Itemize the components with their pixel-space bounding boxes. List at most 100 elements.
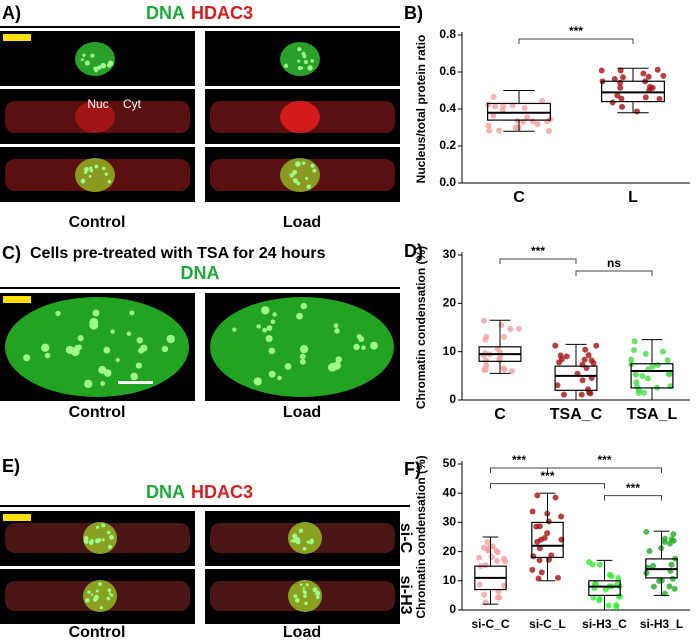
chromocenter bbox=[253, 377, 262, 386]
chromocenter bbox=[100, 381, 106, 386]
point-texture bbox=[500, 555, 507, 562]
point-texture bbox=[492, 103, 499, 110]
chromocenter bbox=[89, 540, 94, 546]
chromocenter bbox=[270, 319, 276, 325]
point-texture bbox=[524, 114, 531, 121]
chromocenter bbox=[100, 62, 107, 69]
point-texture bbox=[661, 535, 668, 542]
point-texture bbox=[500, 102, 507, 109]
chromocenter bbox=[74, 344, 81, 351]
chromocenter bbox=[104, 172, 108, 176]
chromocenter bbox=[107, 179, 112, 184]
chromocenter bbox=[312, 587, 318, 593]
point-texture bbox=[535, 575, 542, 582]
chromocenter bbox=[90, 53, 95, 58]
chromocenter bbox=[299, 583, 303, 586]
chromocenter bbox=[304, 601, 308, 606]
chromocenter bbox=[297, 59, 301, 63]
chromocenter bbox=[106, 530, 111, 535]
point-texture bbox=[498, 322, 505, 329]
point-texture bbox=[563, 353, 570, 360]
point-texture bbox=[539, 97, 546, 104]
y-axis-title: Chromatin condensation (%) bbox=[414, 455, 428, 618]
significance-label: *** bbox=[531, 244, 545, 258]
chromocenter bbox=[292, 169, 298, 175]
chromocenter bbox=[315, 590, 321, 596]
point-texture bbox=[660, 348, 667, 355]
chromocenter bbox=[295, 598, 300, 603]
point-texture bbox=[500, 333, 507, 340]
chromocenter bbox=[89, 168, 94, 173]
chromocenter bbox=[126, 331, 132, 336]
point-texture bbox=[649, 84, 656, 91]
chromocenter bbox=[130, 372, 138, 381]
point-texture bbox=[608, 573, 615, 580]
y-tick-label: 20 bbox=[443, 296, 457, 310]
chromocenter bbox=[103, 346, 111, 354]
chromocenter bbox=[107, 588, 112, 592]
point-texture bbox=[586, 389, 593, 396]
condition-label: Load bbox=[283, 624, 321, 641]
y-tick-label: 20 bbox=[443, 544, 457, 558]
point-texture bbox=[533, 523, 540, 530]
y-tick-label: 40 bbox=[443, 485, 457, 499]
chromocenter bbox=[292, 178, 298, 184]
chromocenter bbox=[299, 353, 306, 360]
point-texture bbox=[480, 317, 487, 324]
point-texture bbox=[593, 342, 600, 349]
chromocenter bbox=[356, 334, 362, 340]
point-texture bbox=[640, 70, 647, 77]
point-texture bbox=[664, 357, 671, 364]
row-label: si-H3 bbox=[397, 575, 414, 614]
point-texture bbox=[585, 352, 592, 359]
point-texture bbox=[639, 372, 646, 379]
y-tick-label: 0.2 bbox=[439, 138, 456, 152]
chromocenter bbox=[84, 60, 90, 66]
x-tick-label: L bbox=[628, 189, 638, 206]
chromocenter bbox=[305, 176, 309, 180]
point-texture bbox=[578, 391, 585, 398]
chromocenter bbox=[98, 582, 102, 586]
chromocenter bbox=[303, 59, 308, 65]
significance-bracket bbox=[604, 495, 662, 501]
chromocenter bbox=[129, 310, 135, 316]
panel-label: F) bbox=[404, 459, 421, 479]
point-texture bbox=[590, 360, 597, 367]
chromocenter bbox=[312, 168, 317, 173]
point-texture bbox=[615, 575, 622, 582]
chromocenter bbox=[89, 317, 99, 327]
x-tick-label: si-H3_L bbox=[640, 617, 683, 631]
chromocenter bbox=[107, 60, 114, 67]
stain-label: HDAC3 bbox=[191, 482, 253, 502]
y-tick-label: 0 bbox=[449, 392, 456, 406]
point-texture bbox=[490, 112, 497, 119]
point-texture bbox=[554, 574, 561, 581]
point-texture bbox=[488, 553, 495, 560]
chromocenter bbox=[106, 596, 111, 601]
x-tick-label: TSA_C bbox=[550, 406, 603, 423]
point-texture bbox=[598, 67, 605, 74]
chromocenter bbox=[296, 312, 303, 320]
point-texture bbox=[609, 99, 616, 106]
y-axis-title: Chromatin condensation (%) bbox=[414, 246, 428, 409]
point-texture bbox=[666, 583, 673, 590]
significance-bracket bbox=[518, 38, 634, 44]
chromocenter bbox=[166, 334, 176, 344]
y-tick-label: 30 bbox=[443, 247, 457, 261]
point-texture bbox=[669, 575, 676, 582]
nucleus bbox=[75, 101, 115, 133]
chromocenter bbox=[302, 587, 305, 590]
chromocenter bbox=[297, 47, 302, 52]
chromocenter bbox=[266, 325, 273, 331]
point-texture bbox=[534, 121, 541, 128]
chromocenter bbox=[277, 375, 282, 381]
point-texture bbox=[620, 74, 627, 81]
chromocenter bbox=[262, 327, 267, 333]
chromocenter bbox=[284, 363, 292, 370]
point-texture bbox=[521, 104, 528, 111]
chromocenter bbox=[110, 593, 114, 597]
point-texture bbox=[544, 530, 551, 537]
point-texture bbox=[649, 363, 656, 370]
chromocenter bbox=[327, 362, 337, 372]
point-texture bbox=[560, 391, 567, 398]
